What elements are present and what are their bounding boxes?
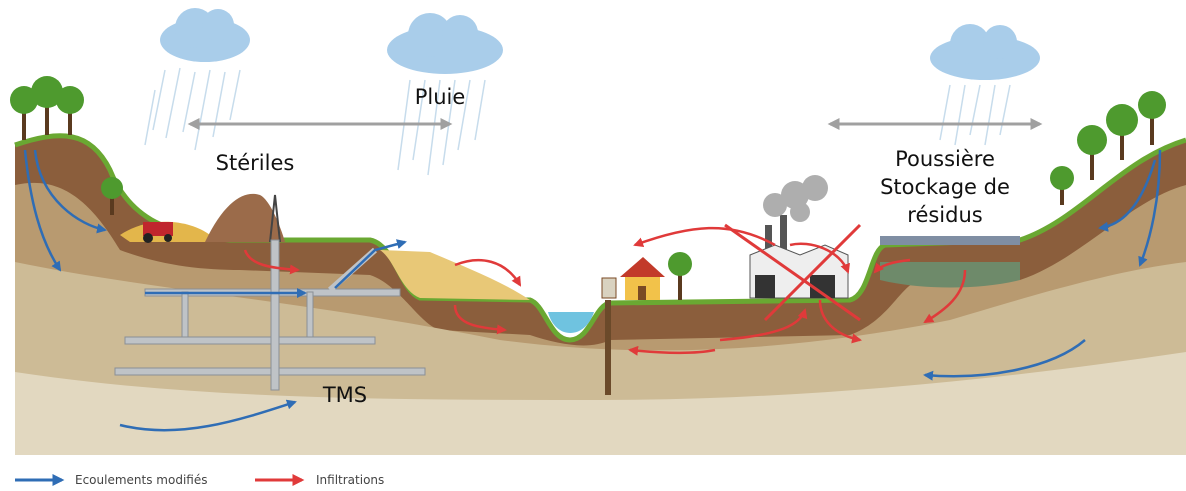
legend-label: Infiltrations (316, 473, 384, 487)
dust-label: Poussière (895, 147, 995, 171)
factory (724, 175, 862, 322)
tms-label: TMS (322, 383, 367, 407)
waste-rock-label: Stériles (216, 151, 295, 175)
field (120, 221, 530, 300)
storage (880, 236, 1020, 288)
flow-arrows (23, 149, 1162, 432)
house (601, 257, 665, 300)
legend: Ecoulements modifiés Infiltrations (15, 473, 384, 487)
infiltration-arrows (243, 226, 967, 356)
trees (10, 76, 1166, 300)
clouds (160, 8, 1040, 80)
waste-pile (205, 193, 285, 243)
legend-label: Ecoulements modifiés (75, 473, 207, 487)
storage-label: résidus (907, 203, 982, 227)
storage-label: Stockage de (880, 175, 1010, 199)
rain-label: Pluie (415, 85, 466, 109)
